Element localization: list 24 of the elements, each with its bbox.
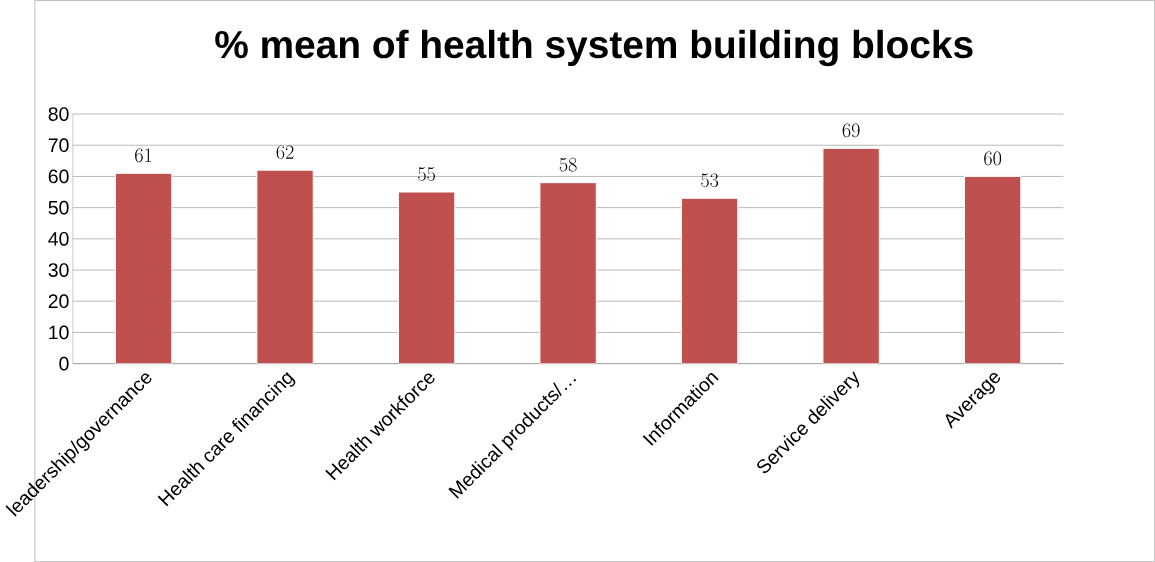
y-tick-label: 50 (48, 200, 69, 215)
y-tick-label: 20 (48, 294, 69, 309)
bar (680, 197, 739, 364)
data-label: 60 (984, 151, 1002, 166)
data-label: 55 (418, 167, 435, 181)
bar (256, 169, 314, 364)
y-tick-label: 30 (48, 263, 69, 277)
data-label: 58 (559, 157, 577, 172)
bar (397, 191, 456, 364)
bar (963, 175, 1022, 364)
chart-title: % mean of health system building blocks (215, 29, 973, 67)
data-label: 69 (842, 123, 860, 138)
bar (822, 147, 880, 364)
data-label: 61 (135, 148, 152, 163)
y-tick-label: 60 (48, 169, 69, 184)
y-tick-label: 10 (49, 325, 69, 340)
data-label: 53 (701, 173, 719, 188)
y-tick-label: 80 (48, 107, 69, 121)
y-tick-label: 70 (48, 138, 69, 153)
data-label: 62 (276, 145, 294, 159)
y-tick-label: 0 (59, 356, 69, 371)
bar (539, 182, 597, 364)
y-tick-label: 40 (48, 231, 69, 246)
bar (114, 172, 173, 364)
